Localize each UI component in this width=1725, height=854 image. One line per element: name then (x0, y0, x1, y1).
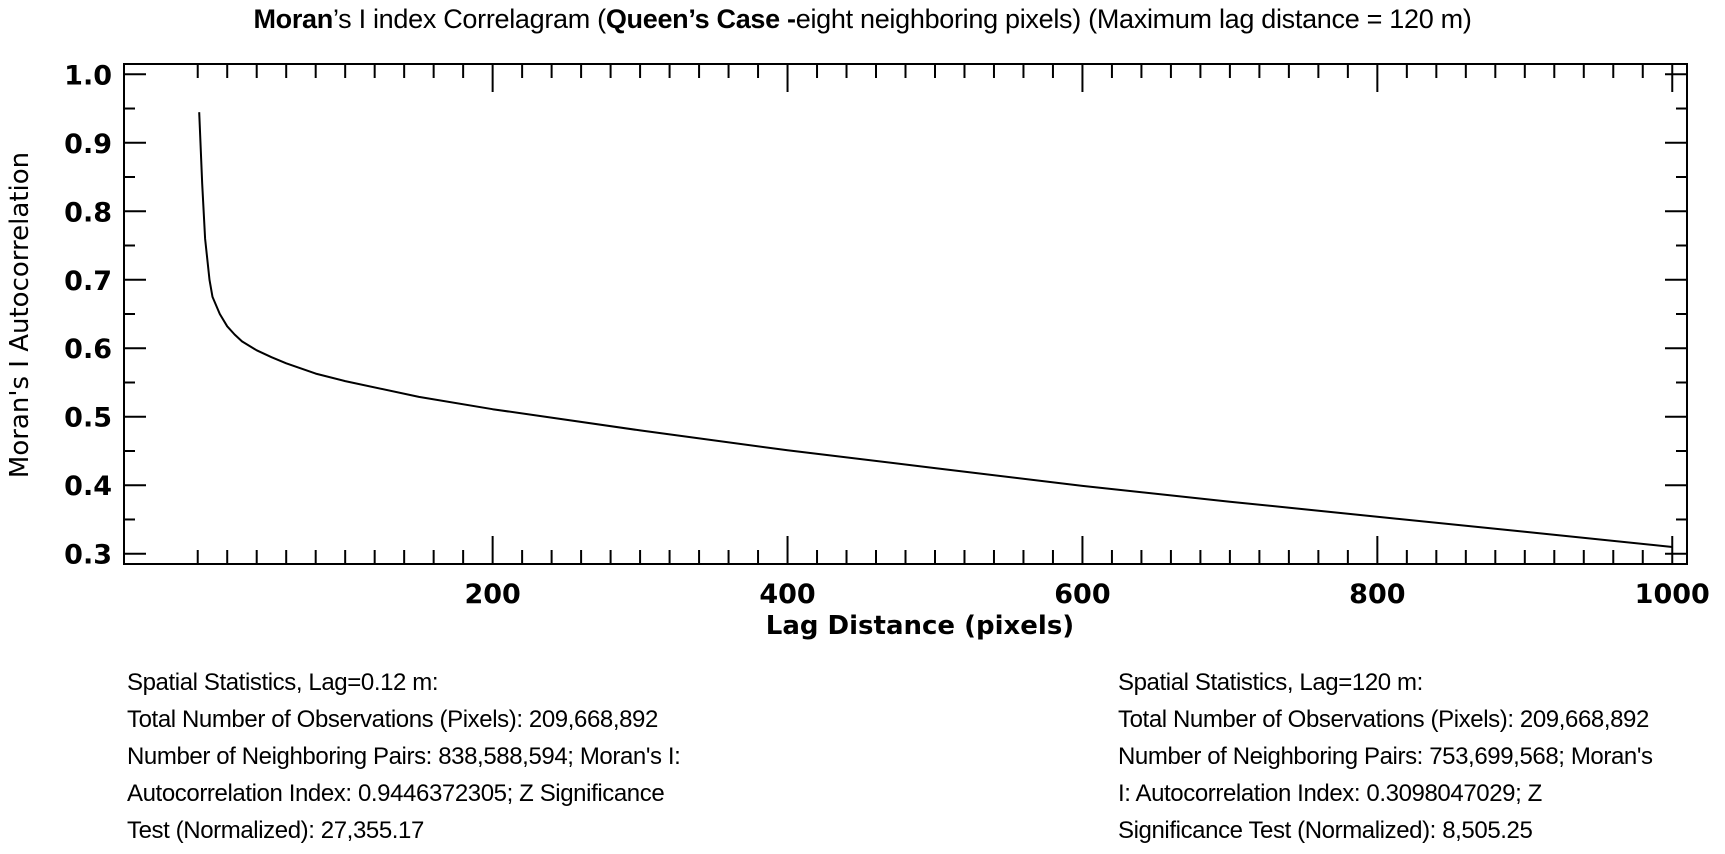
y-tick-label: 0.3 (64, 540, 112, 571)
y-tick-label: 0.4 (64, 471, 112, 502)
x-axis-tick-labels: 200 400 600 800 1000 (464, 579, 1709, 610)
stats-lag-120m: Spatial Statistics, Lag=120 m: Total Num… (1118, 664, 1653, 849)
x-axis-ticks (196, 64, 1674, 564)
y-axis-label: Moran's I Autocorrelation (5, 152, 35, 478)
title-moran: Moran (253, 4, 333, 34)
y-axis-tick-labels: 0.3 0.4 0.5 0.6 0.7 0.8 0.9 1.0 (64, 60, 112, 570)
y-tick-label: 0.8 (64, 197, 112, 228)
y-axis-ticks (124, 73, 1687, 555)
y-tick-label: 0.9 (64, 129, 112, 160)
chart: 0.3 0.4 0.5 0.6 0.7 0.8 0.9 1.0 200 400 600 800 100… (5, 60, 1710, 641)
stats-right-line-5: Significance Test (Normalized): 8,505.25 (1118, 817, 1533, 844)
x-tick-label: 1000 (1635, 579, 1710, 610)
stats-left-line-1: Spatial Statistics, Lag=0.12 m: (127, 669, 439, 696)
stats-left-line-4: Autocorrelation Index: 0.9446372305; Z S… (127, 780, 665, 807)
y-tick-label: 0.6 (64, 334, 112, 365)
stats-left-line-5: Test (Normalized): 27,355.17 (127, 817, 424, 844)
series-line-morans-i (198, 112, 1673, 548)
series-layer (198, 112, 1673, 548)
stats-right-line-3: Number of Neighboring Pairs: 753,699,568… (1118, 743, 1653, 770)
y-tick-label: 0.5 (64, 403, 112, 434)
x-tick-label: 200 (464, 579, 520, 610)
stats-left-line-3: Number of Neighboring Pairs: 838,588,594… (127, 743, 681, 770)
y-tick-label: 1.0 (64, 60, 112, 91)
x-tick-label: 600 (1054, 579, 1110, 610)
x-tick-label: 800 (1349, 579, 1405, 610)
y-tick-label: 0.7 (64, 266, 112, 297)
stats-right-line-4: I: Autocorrelation Index: 0.3098047029; … (1118, 780, 1542, 807)
x-axis-label: Lag Distance (pixels) (766, 611, 1074, 641)
title-neighbors-text: eight neighboring pixels) (Maximum lag d… (795, 4, 1472, 34)
title-index-text: ’s I index Correlagram ( (332, 4, 606, 34)
stats-lag-0-12m: Spatial Statistics, Lag=0.12 m: Total Nu… (127, 664, 681, 849)
plot-frame (123, 63, 1688, 565)
stats-left-line-2: Total Number of Observations (Pixels): 2… (127, 706, 658, 733)
x-tick-label: 400 (759, 579, 815, 610)
title-dash: - (779, 4, 796, 34)
stats-right-line-2: Total Number of Observations (Pixels): 2… (1118, 706, 1649, 733)
chart-title: Moran’s I index Correlagram (Queen’s Cas… (0, 4, 1725, 35)
title-queens-case: Queen’s Case (605, 4, 780, 34)
stats-right-line-1: Spatial Statistics, Lag=120 m: (1118, 669, 1423, 696)
